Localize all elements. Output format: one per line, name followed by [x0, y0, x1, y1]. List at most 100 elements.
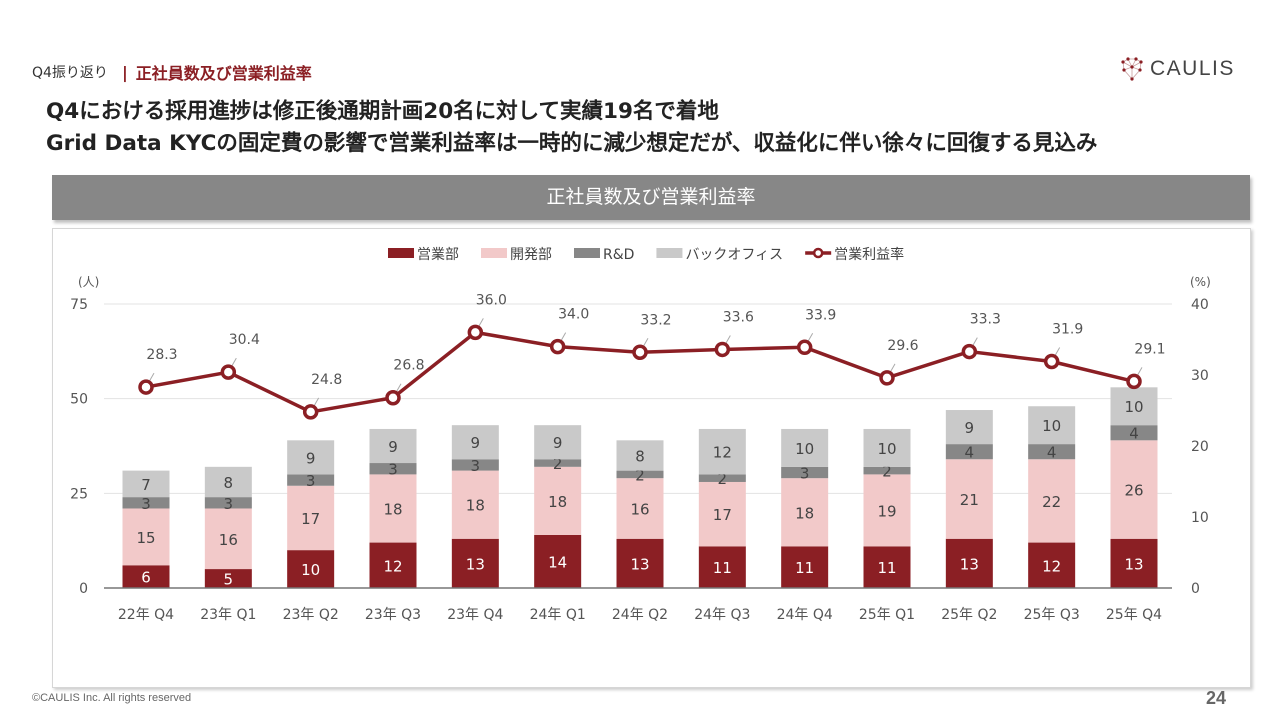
- bar-segment: [945, 538, 993, 588]
- bar-segment: [204, 569, 252, 588]
- bar-segment: [204, 508, 252, 570]
- bar-segment: [1110, 425, 1158, 441]
- bar-data-label: 18: [383, 500, 402, 518]
- legend-item: バックオフィス: [656, 247, 783, 263]
- x-tick-label: 23年 Q3: [365, 607, 421, 623]
- bar-segment: [287, 485, 335, 551]
- bar-segment: [616, 440, 664, 471]
- x-tick-label: 24年 Q2: [612, 607, 668, 623]
- bar-data-label: 21: [960, 491, 979, 509]
- page-number: 24: [1206, 688, 1227, 708]
- bar-segment: [451, 538, 499, 588]
- line-marker: [385, 389, 401, 406]
- bar-segment: [204, 497, 252, 509]
- line-marker: [549, 338, 566, 355]
- bar-data-label: 10: [795, 440, 814, 458]
- bar-segment: [616, 470, 664, 479]
- bar-segment: [863, 428, 911, 467]
- bar-data-label: 18: [795, 504, 814, 522]
- legend-label: 開発部: [510, 247, 552, 263]
- logo-text: CAULIS: [1150, 57, 1235, 80]
- bar-segment: [945, 410, 993, 445]
- bar-data-label: 3: [471, 457, 481, 475]
- bar-segment: [863, 546, 911, 588]
- margin-line: 28.3 30.4 24.8 26.8 36.0 34.0 33.2 33.6 33.9 29.6…: [138, 292, 1166, 420]
- legend-label: 営業部: [417, 247, 459, 263]
- bar-segment: [369, 474, 417, 543]
- bar-data-label: 11: [877, 559, 896, 577]
- bar-segment: [1028, 459, 1076, 543]
- bar-data-label: 12: [1042, 557, 1061, 575]
- bar-data-label: 14: [548, 553, 567, 571]
- y-axis-unit-label: (人): [78, 275, 99, 289]
- bar-segment: [204, 466, 252, 498]
- bar-data-label: 7: [141, 476, 151, 494]
- x-tick-label: 24年 Q3: [694, 607, 750, 623]
- breadcrumb-separator: |: [121, 62, 128, 82]
- bar-segment: [122, 565, 170, 588]
- bar-data-label: 9: [965, 419, 975, 437]
- bar-data-label: 8: [224, 474, 234, 492]
- line-data-label: 29.6: [887, 338, 918, 354]
- bar-data-label: 3: [306, 472, 316, 490]
- bar-segment: [781, 428, 829, 467]
- bar-segment: [451, 425, 499, 460]
- x-tick-label: 24年 Q1: [530, 607, 586, 623]
- line-marker: [796, 339, 813, 356]
- line-data-label: 36.0: [476, 292, 507, 308]
- legend-swatch: [481, 248, 507, 258]
- bar-data-label: 18: [548, 493, 567, 511]
- headline: Q4における採用進捗は修正後通期計画20名に対して実績19名で着地 Grid D…: [46, 96, 1097, 160]
- line-data-label: 33.2: [640, 312, 671, 328]
- headline-line-1: Q4における採用進捗は修正後通期計画20名に対して実績19名で着地: [46, 99, 719, 124]
- line-marker: [961, 343, 978, 360]
- bar-data-label: 13: [630, 555, 649, 573]
- bar-data-label: 10: [877, 440, 896, 458]
- bar-data-label: 3: [388, 461, 398, 479]
- legend-item: 営業利益率: [805, 246, 904, 263]
- bar-segment: [1028, 542, 1076, 588]
- bar-data-label: 11: [795, 559, 814, 577]
- legend-item: R&D: [574, 247, 634, 263]
- bar-data-label: 2: [718, 470, 728, 488]
- x-tick-label: 23年 Q2: [283, 607, 339, 623]
- line-data-label: 28.3: [146, 347, 177, 363]
- line-marker: [467, 324, 484, 341]
- bar-data-label: 9: [388, 438, 398, 456]
- y2-tick-label: 40: [1191, 297, 1209, 313]
- line-data-label: 26.8: [393, 358, 424, 374]
- bar-segment: [1110, 387, 1158, 426]
- line-marker: [714, 341, 731, 358]
- bar-segment: [698, 481, 746, 547]
- bar-data-label: 18: [466, 497, 485, 515]
- bar-segment: [945, 444, 993, 460]
- legend-label: R&D: [603, 247, 634, 263]
- line-data-label: 31.9: [1052, 322, 1083, 338]
- legend-label: バックオフィス: [685, 247, 783, 263]
- bar-data-label: 9: [553, 434, 563, 452]
- bar-data-label: 5: [224, 571, 234, 589]
- x-tick-label: 23年 Q4: [447, 607, 503, 623]
- x-tick-label: 22年 Q4: [118, 607, 174, 623]
- bar-segment: [1028, 444, 1076, 460]
- bar-data-label: 15: [136, 529, 155, 547]
- bar-data-label: 10: [1042, 417, 1061, 435]
- bar-data-label: 17: [713, 506, 732, 524]
- bar-segment: [369, 463, 417, 475]
- legend-swatch: [388, 248, 414, 258]
- line-data-label: 24.8: [311, 372, 342, 388]
- bar-segment: [1028, 406, 1076, 445]
- bar-segment: [287, 550, 335, 588]
- copyright: ©CAULIS Inc. All rights reserved: [32, 692, 192, 704]
- bar-data-label: 3: [224, 495, 234, 513]
- bar-data-label: 19: [877, 502, 896, 520]
- bar-data-label: 6: [141, 569, 151, 587]
- bar-segment: [369, 428, 417, 464]
- y-tick-label: 0: [79, 581, 88, 597]
- bar-data-label: 2: [635, 466, 645, 484]
- bar-segment: [616, 538, 664, 588]
- line-marker: [138, 379, 154, 395]
- bar-data-label: 13: [960, 555, 979, 573]
- bar-data-label: 2: [553, 455, 563, 473]
